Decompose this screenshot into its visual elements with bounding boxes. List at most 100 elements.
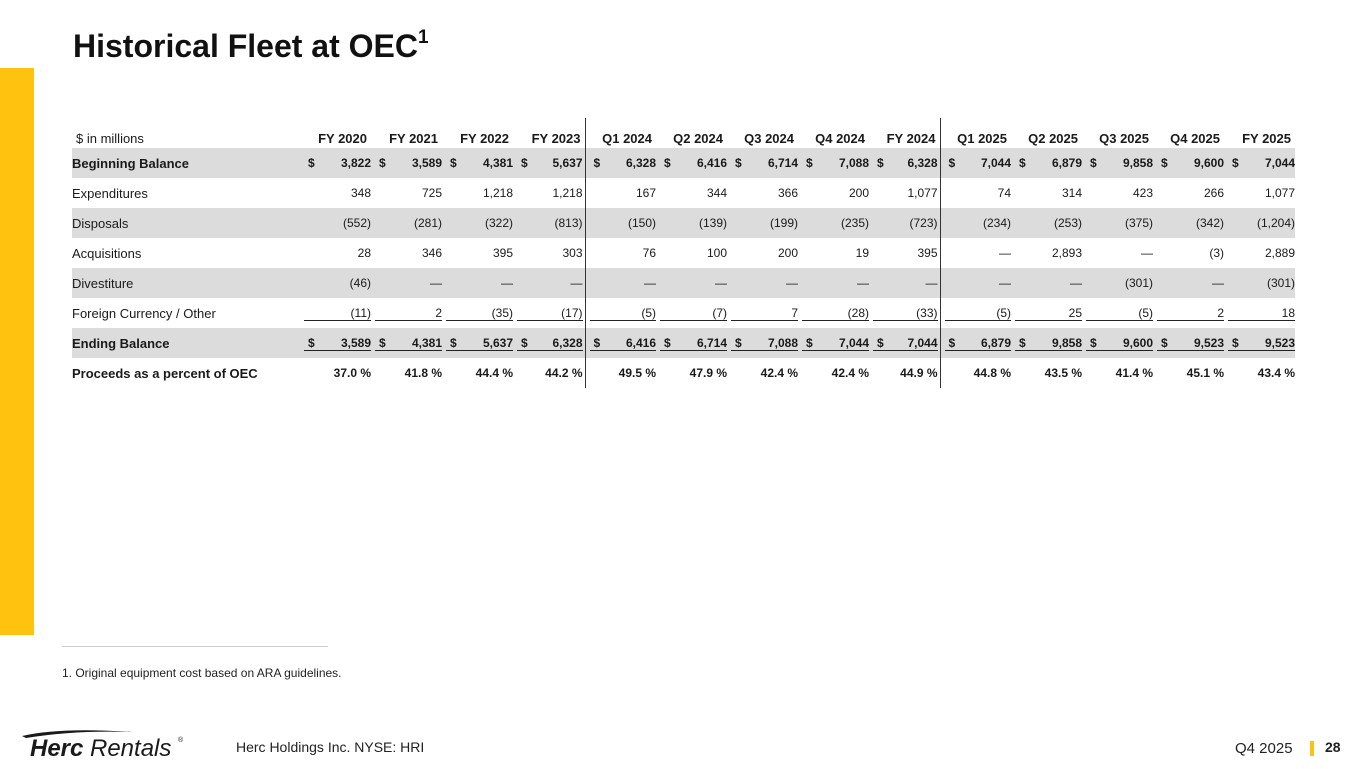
- table-cell: 42.4 %: [727, 358, 798, 388]
- table-cell: (17): [513, 298, 586, 328]
- cell-value: (33): [916, 305, 938, 320]
- table-cell: 37.0 %: [300, 358, 371, 388]
- table-cell: 18: [1224, 298, 1295, 328]
- cell-value: 7,088: [767, 335, 798, 350]
- page-title: Historical Fleet at OEC1: [73, 27, 429, 64]
- row-label: Disposals: [72, 208, 300, 238]
- cell-value: (5): [1138, 305, 1153, 320]
- table-row: Proceeds as a percent of OEC 37.0 % 41.8 %…: [72, 358, 1295, 388]
- table-cell: $3,822: [300, 148, 371, 178]
- cell-value: 1,077: [1264, 186, 1295, 200]
- row-label: Divestiture: [72, 268, 300, 298]
- table-cell: 100: [656, 238, 727, 268]
- cell-value: 6,328: [907, 156, 938, 170]
- currency-symbol: $: [877, 335, 884, 350]
- cell-value: 41.4 %: [1115, 366, 1153, 380]
- cell-value: —: [786, 276, 798, 290]
- table-cell: 44.9 %: [869, 358, 941, 388]
- currency-symbol: $: [1090, 156, 1097, 170]
- currency-symbol: $: [521, 335, 528, 350]
- cell-value: 43.4 %: [1257, 366, 1295, 380]
- fleet-table-container: $ in millions FY 2020 FY 2021 FY 2022 FY…: [72, 118, 1295, 388]
- cell-value: 2,889: [1264, 246, 1295, 260]
- cell-value: (375): [1124, 216, 1153, 230]
- table-cell: $6,879: [940, 328, 1011, 358]
- row-label: Beginning Balance: [72, 148, 300, 178]
- table-cell: (301): [1224, 268, 1295, 298]
- col-header: Q4 2025: [1170, 131, 1220, 146]
- table-cell: $4,381: [371, 328, 442, 358]
- table-cell: (11): [300, 298, 371, 328]
- cell-value: —: [1212, 276, 1224, 290]
- table-cell: (3): [1153, 238, 1224, 268]
- period-label: Q4 2025: [1235, 740, 1293, 757]
- cell-value: 303: [562, 246, 583, 260]
- currency-symbol: $: [664, 335, 671, 350]
- row-label: Expenditures: [72, 185, 148, 201]
- cell-value: 4,381: [411, 335, 442, 350]
- col-header: Q2 2024: [673, 131, 723, 146]
- table-cell: —: [513, 268, 586, 298]
- currency-symbol: $: [806, 335, 813, 350]
- table-row: Disposals (552) (281) (322) (813) (150) (139) (…: [72, 208, 1295, 238]
- table-cell: 43.4 %: [1224, 358, 1295, 388]
- cell-value: 19: [855, 246, 869, 260]
- table-cell: (33): [869, 298, 941, 328]
- cell-value: 167: [635, 186, 656, 200]
- table-cell: $3,589: [371, 148, 442, 178]
- table-cell: 19: [798, 238, 869, 268]
- table-cell: —: [940, 268, 1011, 298]
- table-cell: 43.5 %: [1011, 358, 1082, 388]
- page-number-marker: [1310, 741, 1314, 756]
- cell-value: 1,077: [907, 186, 938, 200]
- table-cell: —: [727, 268, 798, 298]
- table-cell: (199): [727, 208, 798, 238]
- cell-value: —: [570, 276, 583, 290]
- cell-value: 6,714: [696, 335, 727, 350]
- row-label: Foreign Currency / Other: [72, 305, 216, 321]
- table-cell: (301): [1082, 268, 1153, 298]
- cell-value: 41.8 %: [404, 366, 442, 380]
- table-cell: 1,218: [513, 178, 586, 208]
- table-cell: 44.2 %: [513, 358, 586, 388]
- table-cell: 314: [1011, 178, 1082, 208]
- table-cell: 49.5 %: [585, 358, 656, 388]
- table-cell: 2: [371, 298, 442, 328]
- table-cell: (5): [1082, 298, 1153, 328]
- currency-symbol: $: [877, 156, 884, 170]
- table-cell: $9,858: [1011, 328, 1082, 358]
- col-header: FY 2022: [460, 131, 509, 146]
- table-cell: 2,893: [1011, 238, 1082, 268]
- table-cell: $3,589: [300, 328, 371, 358]
- cell-value: 7,044: [907, 335, 938, 350]
- table-cell: 167: [585, 178, 656, 208]
- cell-value: 3,589: [340, 335, 371, 350]
- cell-value: (723): [909, 216, 938, 230]
- unit-label: $ in millions: [76, 131, 144, 146]
- table-cell: 266: [1153, 178, 1224, 208]
- cell-value: 2: [435, 305, 442, 320]
- cell-value: 6,714: [767, 156, 798, 170]
- table-cell: 44.8 %: [940, 358, 1011, 388]
- company-ticker: Herc Holdings Inc. NYSE: HRI: [236, 739, 425, 755]
- currency-symbol: $: [735, 156, 742, 170]
- col-header: Q1 2025: [957, 131, 1007, 146]
- cell-value: 44.4 %: [475, 366, 513, 380]
- cell-value: 6,328: [625, 156, 656, 170]
- col-header: Q3 2025: [1099, 131, 1149, 146]
- table-cell: —: [940, 238, 1011, 268]
- cell-value: (281): [413, 216, 442, 230]
- table-cell: 25: [1011, 298, 1082, 328]
- table-cell: $9,600: [1153, 148, 1224, 178]
- cell-value: (235): [840, 216, 869, 230]
- table-cell: $7,044: [940, 148, 1011, 178]
- table-cell: $6,879: [1011, 148, 1082, 178]
- currency-symbol: $: [521, 156, 528, 170]
- cell-value: (253): [1053, 216, 1082, 230]
- col-header: FY 2020: [318, 131, 367, 146]
- table-cell: 47.9 %: [656, 358, 727, 388]
- table-cell: 44.4 %: [442, 358, 513, 388]
- cell-value: 44.8 %: [973, 366, 1011, 380]
- table-cell: $4,381: [442, 148, 513, 178]
- currency-symbol: $: [308, 335, 315, 350]
